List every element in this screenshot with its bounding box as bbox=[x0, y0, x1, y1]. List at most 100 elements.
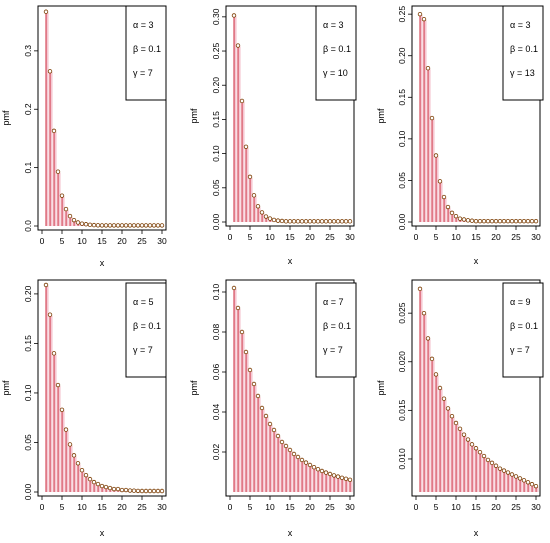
legend-box: α = 5 β = 0.1 γ = 7 bbox=[125, 282, 167, 378]
data-point bbox=[107, 485, 113, 491]
data-point bbox=[481, 453, 487, 459]
data-point bbox=[469, 218, 475, 223]
legend-box: α = 3 β = 0.1 γ = 13 bbox=[502, 5, 544, 101]
data-point bbox=[75, 220, 81, 225]
x-tick-label: 0 bbox=[40, 502, 45, 512]
x-tick-label: 20 bbox=[117, 502, 127, 512]
data-point bbox=[497, 466, 503, 471]
data-point bbox=[347, 219, 353, 224]
data-point bbox=[417, 286, 423, 292]
y-tick-label: 0.20 bbox=[211, 77, 221, 94]
legend-frame bbox=[502, 5, 544, 101]
data-point bbox=[319, 219, 325, 224]
y-tick-label: 0.20 bbox=[23, 285, 33, 302]
data-point bbox=[335, 474, 341, 479]
data-point bbox=[343, 476, 349, 481]
data-point bbox=[453, 213, 459, 219]
data-point bbox=[445, 406, 451, 411]
legend-box: α = 7 β = 0.1 γ = 7 bbox=[315, 282, 357, 378]
data-point bbox=[433, 372, 439, 377]
y-tick-label: 0.05 bbox=[23, 434, 33, 451]
y-tick-label: 0.30 bbox=[211, 8, 221, 25]
y-tick-label: 0.00 bbox=[397, 213, 407, 230]
x-tick-label: 0 bbox=[414, 232, 419, 242]
data-point bbox=[235, 43, 241, 48]
data-point bbox=[287, 447, 293, 453]
data-point bbox=[457, 426, 463, 432]
data-point bbox=[299, 457, 305, 463]
legend-box: α = 9 β = 0.1 γ = 7 bbox=[502, 282, 544, 378]
legend-entry: α = 7 bbox=[323, 297, 343, 307]
data-point bbox=[291, 219, 297, 224]
data-point bbox=[457, 216, 463, 221]
data-point bbox=[449, 413, 455, 419]
data-point bbox=[131, 488, 137, 493]
data-point bbox=[143, 488, 149, 494]
y-tick-label: 0.20 bbox=[397, 47, 407, 64]
y-tick-label: 0.10 bbox=[211, 283, 221, 300]
x-tick-label: 5 bbox=[60, 502, 65, 512]
data-point bbox=[343, 219, 349, 224]
data-point bbox=[143, 223, 149, 228]
x-tick-label: 30 bbox=[345, 232, 355, 242]
data-point bbox=[127, 488, 133, 493]
legend-entry: γ = 7 bbox=[133, 345, 153, 355]
data-point bbox=[51, 128, 57, 134]
data-point bbox=[263, 413, 269, 419]
data-point bbox=[47, 69, 53, 74]
y-tick-label: 0.00 bbox=[211, 213, 221, 230]
data-point bbox=[151, 223, 157, 228]
data-point bbox=[303, 460, 309, 465]
data-point bbox=[71, 453, 77, 458]
legend-entry: β = 0.1 bbox=[510, 44, 538, 54]
y-tick-label: 0.02 bbox=[211, 443, 221, 460]
data-point bbox=[59, 193, 65, 198]
legend-entry: β = 0.1 bbox=[133, 321, 161, 331]
x-tick-label: 30 bbox=[157, 502, 167, 512]
x-tick-label: 10 bbox=[451, 502, 461, 512]
data-point bbox=[525, 480, 531, 485]
y-axis-label: pmf bbox=[376, 380, 386, 396]
legend-frame bbox=[125, 282, 167, 378]
legend-entry: β = 0.1 bbox=[133, 44, 161, 54]
data-point bbox=[461, 432, 467, 437]
legend-frame bbox=[125, 5, 167, 101]
data-point bbox=[63, 206, 69, 212]
data-point bbox=[501, 468, 507, 473]
data-point bbox=[327, 471, 333, 477]
data-point bbox=[287, 219, 293, 224]
data-point bbox=[247, 174, 253, 180]
data-point bbox=[79, 468, 85, 473]
data-point bbox=[493, 463, 499, 468]
x-tick-label: 10 bbox=[265, 232, 275, 242]
data-point bbox=[91, 479, 97, 485]
x-tick-label: 20 bbox=[491, 502, 501, 512]
x-tick-label: 15 bbox=[97, 236, 107, 246]
legend-entry: γ = 7 bbox=[510, 345, 530, 355]
data-point bbox=[299, 219, 305, 224]
data-point bbox=[437, 385, 443, 391]
data-point bbox=[83, 222, 89, 227]
chart-panel-5: 0 5 10 15 20 25 30 0.02 0.04 0.06 0.08 0.10 x pmf α = … bbox=[189, 279, 357, 538]
y-tick-label: 0.04 bbox=[211, 403, 221, 420]
y-tick-label: 0.10 bbox=[23, 384, 33, 401]
data-point bbox=[465, 437, 471, 442]
data-point bbox=[513, 474, 519, 479]
data-point bbox=[139, 488, 145, 494]
legend-frame bbox=[502, 282, 544, 378]
x-tick-label: 25 bbox=[325, 232, 335, 242]
data-point bbox=[275, 218, 281, 223]
data-point bbox=[279, 439, 285, 445]
legend-entry: α = 5 bbox=[133, 297, 153, 307]
x-tick-label: 15 bbox=[285, 232, 295, 242]
y-tick-label: 0.2 bbox=[23, 103, 33, 115]
y-tick-label: 0.05 bbox=[397, 172, 407, 189]
data-point bbox=[75, 461, 81, 466]
x-tick-label: 0 bbox=[40, 236, 45, 246]
x-axis-label: x bbox=[288, 256, 293, 266]
legend-entry: α = 3 bbox=[510, 20, 530, 30]
y-tick-label: 0.15 bbox=[211, 111, 221, 128]
data-point bbox=[87, 222, 93, 228]
data-point bbox=[485, 218, 491, 224]
